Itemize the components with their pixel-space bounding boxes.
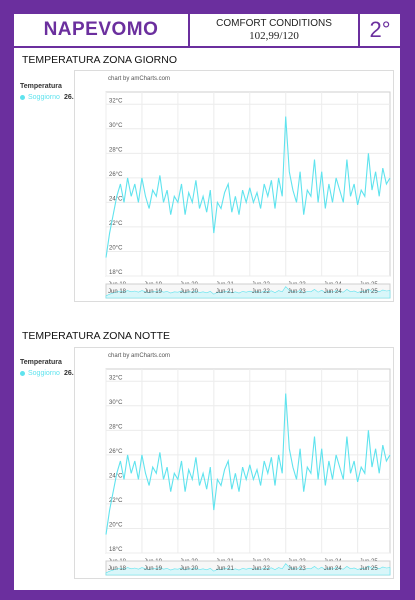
scrollbar-tick-label: Jun 24 xyxy=(324,566,343,572)
y-tick-label: 28°C xyxy=(109,147,123,153)
floor-indicator: 2° xyxy=(369,17,391,42)
y-tick-label: 18°C xyxy=(109,547,123,553)
scrollbar-tick-label: Jun 18 xyxy=(108,566,127,572)
chart-giorno[interactable]: chart by amCharts.com32°C30°C28°C26°C24°… xyxy=(74,70,394,302)
series-dot-icon xyxy=(20,95,25,100)
scrollbar-tick-label: Jun 19 xyxy=(144,566,163,572)
scrollbar-tick-label: Jun 20 xyxy=(180,289,199,295)
series-dot-icon xyxy=(20,371,25,376)
chart-notte[interactable]: chart by amCharts.com32°C30°C28°C26°C24°… xyxy=(74,347,394,579)
chart-credit-link[interactable]: chart by amCharts.com xyxy=(108,76,170,82)
chart-title-giorno: TEMPERATURA ZONA GIORNO xyxy=(22,54,177,66)
y-tick-label: 20°C xyxy=(109,522,123,528)
chart-frame xyxy=(74,347,394,579)
y-tick-label: 26°C xyxy=(109,172,123,178)
y-tick-label: 22°C xyxy=(109,498,123,504)
y-tick-label: 18°C xyxy=(109,270,123,276)
header-bar: NAPEVOMO COMFORT CONDITIONS 102,99/120 2… xyxy=(14,14,400,48)
legend-giorno: Temperatura Soggiorno 26.0 xyxy=(20,83,78,101)
scrollbar-tick-label: Jun 22 xyxy=(252,566,271,572)
y-tick-label: 22°C xyxy=(109,221,123,227)
y-tick-label: 20°C xyxy=(109,245,123,251)
series-line xyxy=(105,116,391,258)
y-tick-label: 26°C xyxy=(109,449,123,455)
brand-title: NAPEVOMO xyxy=(14,14,190,46)
scrollbar-tick-label: Jun 22 xyxy=(252,289,271,295)
scrollbar-tick-label: Jun 20 xyxy=(180,566,199,572)
scrollbar-preview xyxy=(105,563,391,576)
comfort-title: COMFORT CONDITIONS xyxy=(216,18,332,29)
legend-value: 26.0 xyxy=(64,94,78,101)
legend-series-name: Soggiorno xyxy=(28,370,60,377)
y-tick-label: 32°C xyxy=(109,98,123,104)
y-tick-label: 32°C xyxy=(109,375,123,381)
scrollbar-tick-label: Jun 21 xyxy=(216,566,235,572)
legend-title: Temperatura xyxy=(20,359,62,366)
scrollbar-tick-label: Jun 23 xyxy=(288,566,307,572)
legend-value: 26.0 xyxy=(64,370,78,377)
y-tick-label: 28°C xyxy=(109,424,123,430)
y-tick-label: 30°C xyxy=(109,123,123,129)
legend-notte: Temperatura Soggiorno 26.0 xyxy=(20,359,78,377)
comfort-value: 102,99/120 xyxy=(249,30,299,42)
dashboard-panel: NAPEVOMO COMFORT CONDITIONS 102,99/120 2… xyxy=(14,14,400,590)
comfort-conditions: COMFORT CONDITIONS 102,99/120 xyxy=(190,14,360,46)
chart-credit-link[interactable]: chart by amCharts.com xyxy=(108,353,170,359)
legend-series-name: Soggiorno xyxy=(28,94,60,101)
y-tick-label: 30°C xyxy=(109,400,123,406)
legend-item[interactable]: Soggiorno 26.0 xyxy=(20,94,78,101)
scrollbar-tick-label: Jun 21 xyxy=(216,289,235,295)
scrollbar-tick-label: Jun 25 xyxy=(360,289,379,295)
scrollbar-preview xyxy=(105,286,391,299)
scrollbar-tick-label: Jun 23 xyxy=(288,289,307,295)
legend-item[interactable]: Soggiorno 26.0 xyxy=(20,370,78,377)
series-line xyxy=(105,393,391,535)
chart-title-notte: TEMPERATURA ZONA NOTTE xyxy=(22,330,170,342)
legend-title: Temperatura xyxy=(20,83,62,90)
scrollbar-tick-label: Jun 18 xyxy=(108,289,127,295)
scrollbar-tick-label: Jun 24 xyxy=(324,289,343,295)
scrollbar-tick-label: Jun 19 xyxy=(144,289,163,295)
chart-frame xyxy=(74,70,394,302)
scrollbar-tick-label: Jun 25 xyxy=(360,566,379,572)
